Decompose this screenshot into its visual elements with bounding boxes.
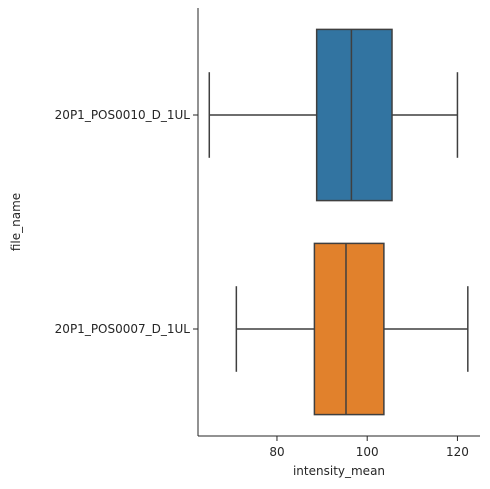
- x-axis-label: intensity_mean: [293, 464, 385, 478]
- x-tick-label: 120: [446, 445, 469, 459]
- boxes-layer: [208, 28, 469, 416]
- iqr-box: [315, 28, 393, 202]
- y-axis-label: file_name: [9, 193, 23, 251]
- box-group: [208, 28, 459, 202]
- box-group: [235, 242, 469, 416]
- y-tick-label: 20P1_POS0007_D_1UL: [55, 322, 191, 336]
- x-tick-label: 80: [269, 445, 284, 459]
- x-axis-ticks: 80 100 120: [269, 436, 469, 459]
- y-axis-ticks: 20P1_POS0010_D_1UL 20P1_POS0007_D_1UL: [55, 108, 198, 336]
- iqr-box: [313, 242, 385, 416]
- x-tick-label: 100: [356, 445, 379, 459]
- y-tick-label: 20P1_POS0010_D_1UL: [55, 108, 191, 122]
